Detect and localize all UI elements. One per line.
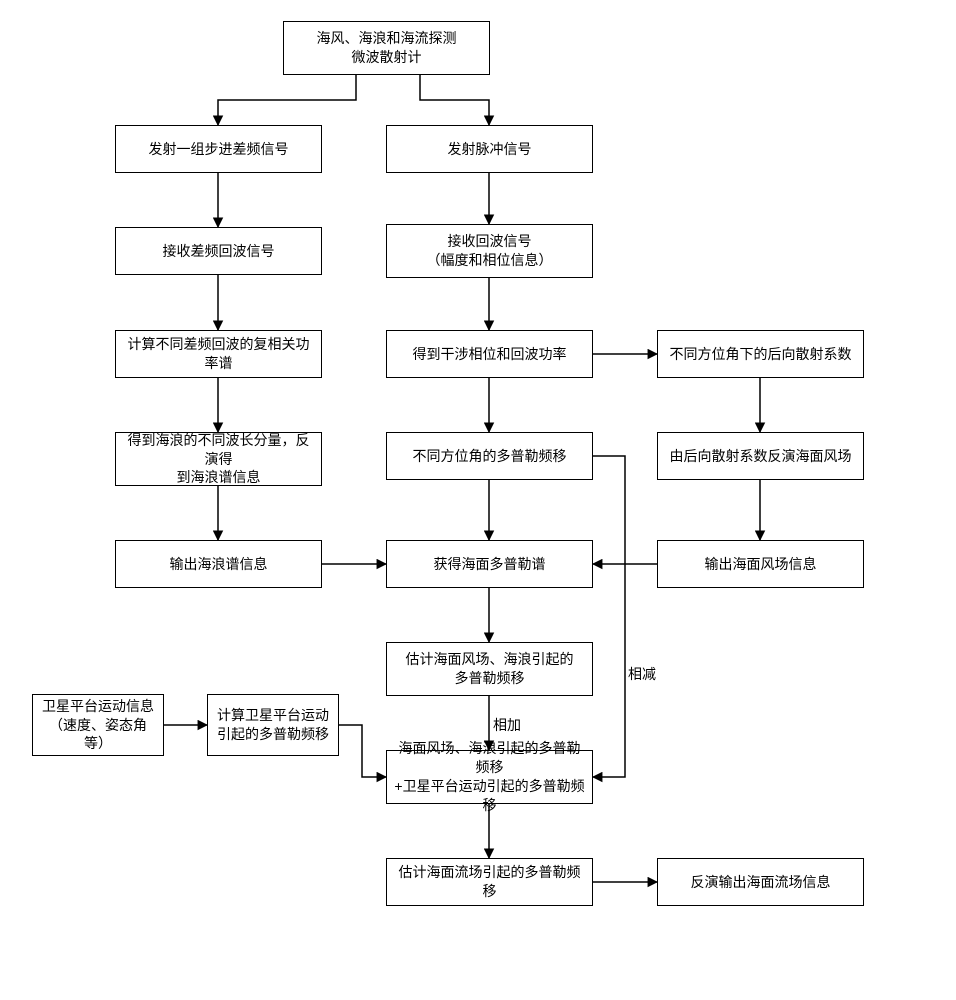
node-m2: 接收回波信号（幅度和相位信息） [386, 224, 593, 278]
node-l5: 输出海浪谱信息 [115, 540, 322, 588]
node-l1: 发射一组步进差频信号 [115, 125, 322, 173]
edge-label: 相减 [628, 664, 656, 684]
node-r4: 反演输出海面流场信息 [657, 858, 864, 906]
edge [339, 725, 386, 777]
node-m1: 发射脉冲信号 [386, 125, 593, 173]
flowchart-canvas: 海风、海浪和海流探测微波散射计发射一组步进差频信号接收差频回波信号计算不同差频回… [0, 0, 956, 1000]
node-sat1: 卫星平台运动信息（速度、姿态角等） [32, 694, 164, 756]
node-m4: 不同方位角的多普勒频移 [386, 432, 593, 480]
node-l4: 得到海浪的不同波长分量，反演得到海浪谱信息 [115, 432, 322, 486]
node-m3: 得到干涉相位和回波功率 [386, 330, 593, 378]
edge [593, 456, 625, 777]
node-m5: 获得海面多普勒谱 [386, 540, 593, 588]
node-l3: 计算不同差频回波的复相关功率谱 [115, 330, 322, 378]
node-r3: 输出海面风场信息 [657, 540, 864, 588]
node-sat2: 计算卫星平台运动引起的多普勒频移 [207, 694, 339, 756]
node-m8: 估计海面流场引起的多普勒频移 [386, 858, 593, 906]
node-root: 海风、海浪和海流探测微波散射计 [283, 21, 490, 75]
edge [420, 75, 489, 125]
edge [218, 75, 356, 125]
node-r1: 不同方位角下的后向散射系数 [657, 330, 864, 378]
node-m6: 估计海面风场、海浪引起的多普勒频移 [386, 642, 593, 696]
node-m7: 海面风场、海浪引起的多普勒频移+卫星平台运动引起的多普勒频移 [386, 750, 593, 804]
node-l2: 接收差频回波信号 [115, 227, 322, 275]
edge-label: 相加 [493, 715, 521, 735]
node-r2: 由后向散射系数反演海面风场 [657, 432, 864, 480]
